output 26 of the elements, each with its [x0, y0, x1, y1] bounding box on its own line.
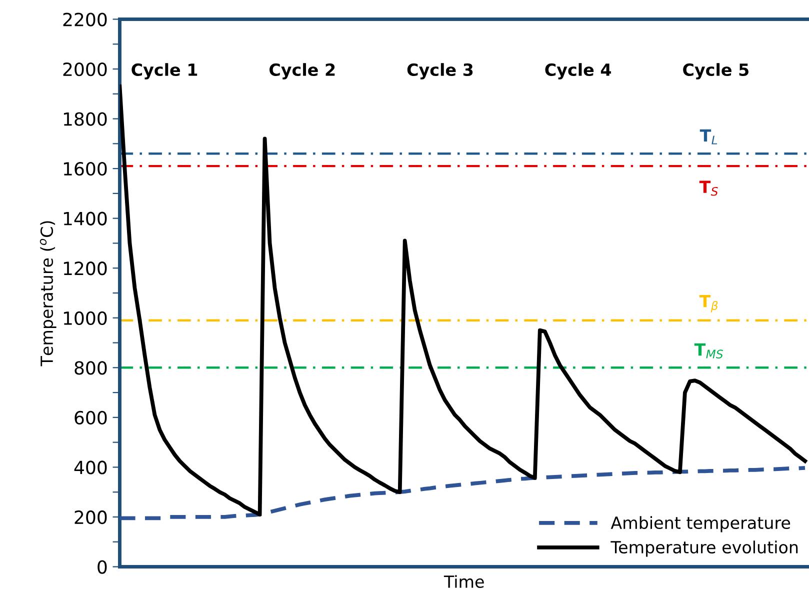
annotation: Cycle 5 [683, 63, 748, 80]
annotation: Cycle 2 [270, 63, 335, 80]
y-tick-label: 1400 [64, 212, 107, 226]
legend-label: Ambient temperature [610, 516, 790, 532]
legend-label: Temperature evolution [610, 540, 798, 557]
ref-line-label: T$_{L}$ [700, 129, 718, 144]
y-tick-label: 1000 [64, 311, 107, 325]
y-tick-label: 400 [74, 460, 107, 474]
y-tick-label: 2000 [63, 62, 107, 76]
y-tick-label: 1600 [64, 162, 107, 176]
y-axis-title: Temperature ($^{o}$C) [40, 221, 56, 366]
ref-line-label: T$_{β}$ [699, 295, 718, 312]
y-tick-label: 600 [74, 410, 107, 425]
ref-line-label: T$_{MS}$ [694, 343, 723, 358]
annotation: Cycle 1 [132, 63, 198, 80]
ref-line-label: T$_{S}$ [699, 180, 718, 196]
annotation: Cycle 3 [407, 63, 473, 80]
y-tick-label: 200 [74, 510, 107, 524]
annotation: Cycle 4 [545, 63, 612, 80]
y-tick-label: 2200 [63, 12, 107, 26]
x-axis-title: Time [444, 575, 484, 588]
y-tick-label: 800 [74, 361, 107, 375]
y-tick-label: 1200 [64, 262, 107, 276]
y-tick-label: 1800 [64, 112, 107, 126]
y-tick-label: 0 [98, 560, 107, 574]
line-series [120, 84, 807, 516]
